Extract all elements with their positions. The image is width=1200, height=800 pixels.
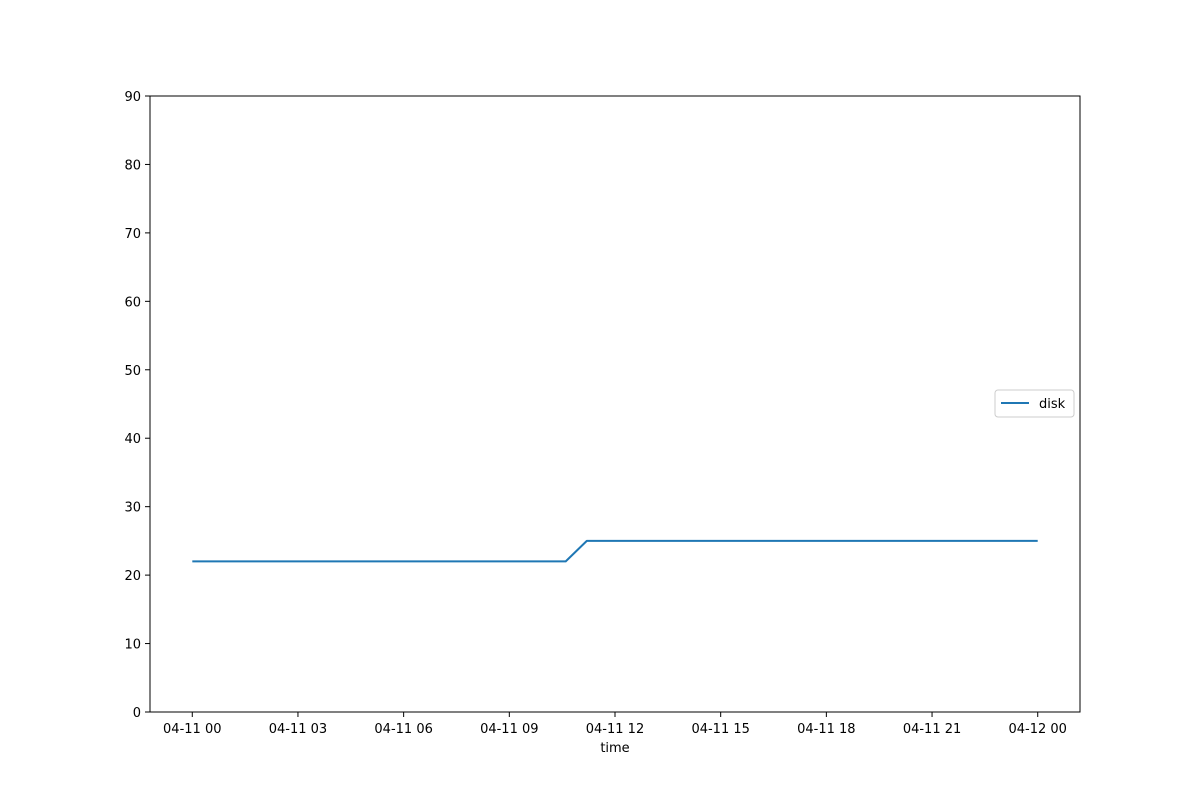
series-line-disk bbox=[192, 539, 1038, 563]
y-tick-label: 70 bbox=[124, 227, 141, 242]
x-axis-title: time bbox=[600, 741, 629, 756]
x-axis-ticks: 04-11 00 04-11 03 04-11 06 04-11 09 04-11 12… bbox=[163, 712, 1067, 737]
y-tick-label: 60 bbox=[124, 295, 141, 310]
plot-area-frame bbox=[149, 95, 1081, 713]
y-tick-label: 0 bbox=[133, 706, 141, 721]
y-tick-label: 90 bbox=[124, 90, 141, 105]
x-tick-label: 04-11 06 bbox=[374, 722, 432, 737]
y-tick-label: 80 bbox=[124, 158, 141, 173]
y-tick-label: 20 bbox=[124, 569, 141, 584]
y-tick-label: 50 bbox=[124, 364, 141, 379]
x-tick-label: 04-11 09 bbox=[480, 722, 538, 737]
y-tick-label: 30 bbox=[124, 501, 141, 516]
legend-label-disk: disk bbox=[1039, 397, 1066, 412]
legend-box bbox=[994, 389, 1075, 418]
x-tick-label: 04-11 18 bbox=[797, 722, 855, 737]
y-axis-ticks: 0 10 20 30 40 50 60 70 80 90 bbox=[124, 90, 150, 721]
y-tick-label: 10 bbox=[124, 638, 141, 653]
series-layer bbox=[192, 539, 1038, 563]
x-tick-label: 04-11 12 bbox=[586, 722, 644, 737]
legend: disk bbox=[994, 389, 1075, 418]
x-tick-label: 04-11 00 bbox=[163, 722, 221, 737]
x-tick-label: 04-11 15 bbox=[691, 722, 749, 737]
x-tick-label: 04-11 03 bbox=[269, 722, 327, 737]
x-tick-label: 04-11 21 bbox=[903, 722, 961, 737]
y-tick-label: 40 bbox=[124, 432, 141, 447]
x-tick-label: 04-12 00 bbox=[1009, 722, 1067, 737]
